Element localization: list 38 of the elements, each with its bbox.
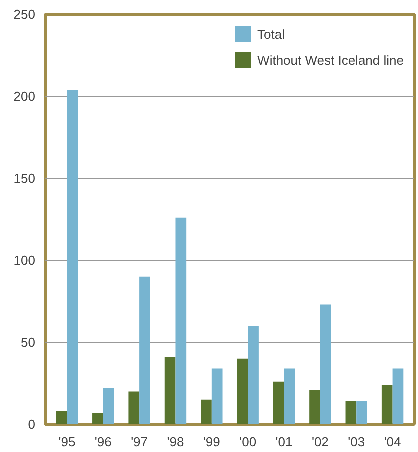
x-tick-label: '99 [203,434,220,450]
x-tick-label: '96 [94,434,112,450]
bar [176,218,187,424]
y-tick-label: 100 [14,253,36,268]
bar [212,368,223,424]
x-tick-label: '03 [348,434,366,450]
x-tick-label: '98 [167,434,184,450]
bar [56,411,68,424]
x-tick-label: '01 [276,434,293,450]
bar [382,385,393,424]
x-tick-label: '02 [312,434,329,450]
bar [67,90,78,424]
y-tick-label: 250 [14,7,36,22]
bar [356,402,368,424]
y-tick-label: 150 [14,171,36,186]
bar [310,390,320,424]
x-tick-label: '95 [58,434,76,450]
y-tick-label: 50 [21,335,36,350]
legend-label: Without West Iceland line [258,52,404,68]
bar [164,357,176,424]
bar [392,368,404,424]
bar [128,392,140,424]
bar [237,358,248,424]
x-tick-label: '97 [131,434,148,450]
y-tick-label: 200 [14,89,36,104]
legend-label: Total [258,26,286,42]
bar [140,276,150,424]
x-tick-label: '00 [240,434,257,450]
bar [201,400,212,424]
bar [284,368,296,424]
y-tick-label: 0 [28,417,36,432]
bar [346,402,357,424]
bar [248,326,259,424]
x-tick-label: '04 [384,434,402,450]
bar [92,413,104,424]
bar [320,304,332,424]
bar [273,382,284,424]
bar [103,388,114,424]
